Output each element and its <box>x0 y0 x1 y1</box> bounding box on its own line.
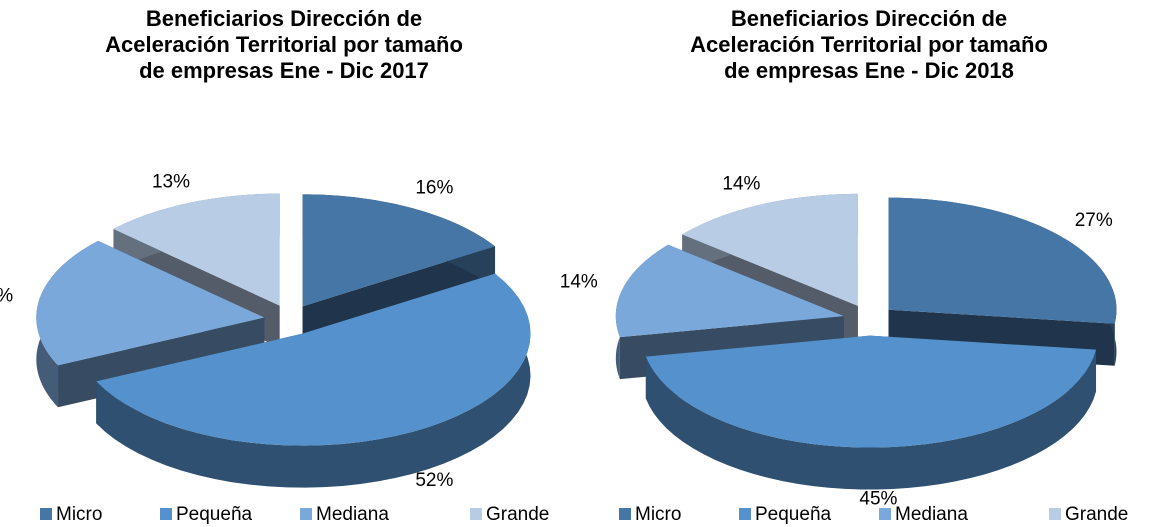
chart-title: Beneficiarios Dirección de Aceleración T… <box>105 6 463 83</box>
slice <box>888 197 1117 324</box>
slice <box>96 273 531 446</box>
data-label: 14% <box>560 272 598 293</box>
slice <box>615 244 844 338</box>
legend-swatch <box>879 508 891 520</box>
legend-label: Pequeña <box>755 504 832 525</box>
legend-swatch <box>619 508 631 520</box>
slice <box>682 193 858 306</box>
slice-group <box>36 240 265 408</box>
chart-title: Beneficiarios Dirección de Aceleración T… <box>690 6 1048 83</box>
legend-label: Pequeña <box>176 504 253 525</box>
data-label: 19% <box>0 286 13 307</box>
data-label: 45% <box>859 488 897 509</box>
data-label: 16% <box>415 178 453 199</box>
legend-swatch <box>739 508 751 520</box>
legend-label: Grande <box>486 504 549 525</box>
data-label: 13% <box>152 171 190 192</box>
slice-side <box>645 349 1097 490</box>
legend-swatch <box>470 508 482 520</box>
legend-label: Micro <box>635 504 681 525</box>
legend-swatch <box>40 508 52 520</box>
slice-side <box>96 273 531 488</box>
slice <box>645 335 1097 448</box>
slice-group <box>96 273 531 488</box>
legend-label: Grande <box>1065 504 1128 525</box>
legend-swatch <box>300 508 312 520</box>
data-label: 14% <box>722 173 760 194</box>
legend-label: Mediana <box>895 504 968 525</box>
slice <box>302 194 496 307</box>
slice <box>113 193 280 306</box>
legend-label: Micro <box>56 504 102 525</box>
slice <box>36 240 265 366</box>
legend-swatch <box>160 508 172 520</box>
legend-swatch <box>1049 508 1061 520</box>
slice-group <box>645 335 1097 490</box>
legend-label: Mediana <box>316 504 389 525</box>
data-label: 27% <box>1075 210 1113 231</box>
data-label: 52% <box>415 470 453 491</box>
